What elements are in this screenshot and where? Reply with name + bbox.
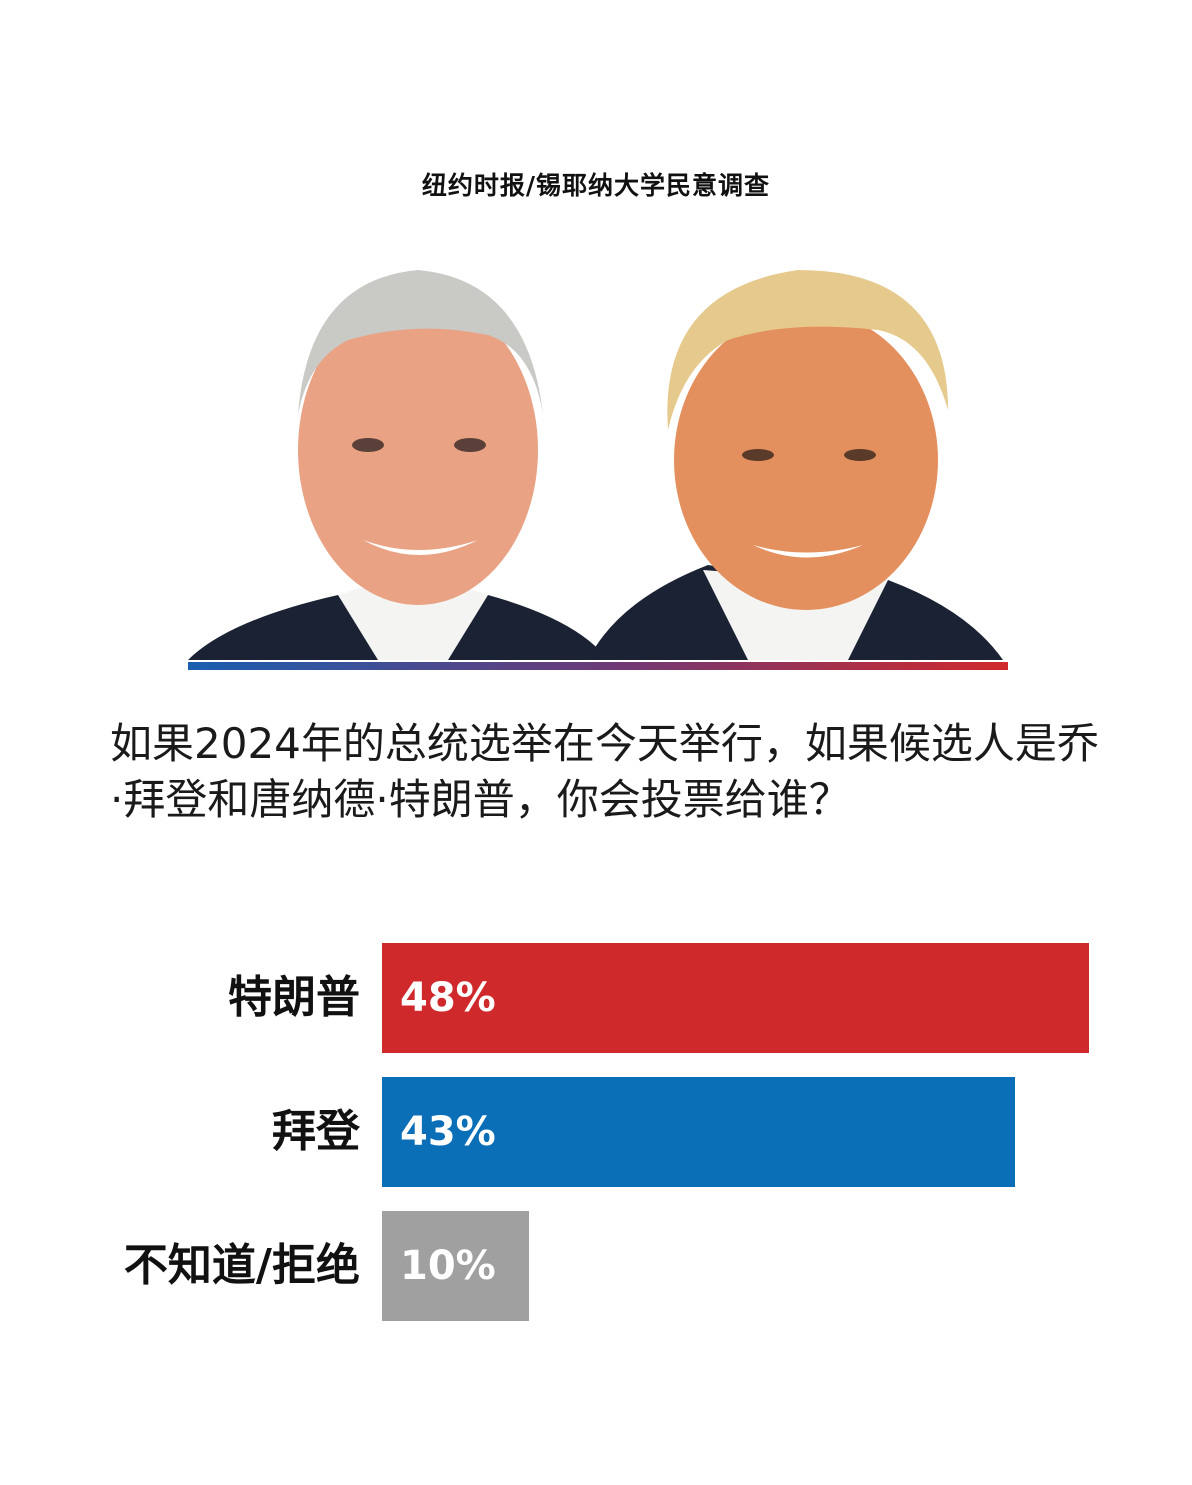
bar-row: 不知道/拒绝 10% (0, 1211, 1192, 1321)
bar-category-label: 拜登 (272, 1106, 360, 1157)
bar-value-label: 10% (400, 1243, 496, 1289)
bar-row: 拜登 43% (0, 1077, 1192, 1187)
bar-value-label: 48% (400, 975, 496, 1021)
bar (382, 943, 1089, 1053)
candidate-portraits-illustration (188, 270, 1008, 670)
bar (382, 1211, 529, 1321)
portrait-underline (188, 662, 1008, 670)
bar (382, 1077, 1015, 1187)
bar-value-label: 43% (400, 1109, 496, 1155)
left-portrait (188, 270, 608, 660)
bar-category-label: 特朗普 (228, 972, 360, 1023)
poll-source: 纽约时报/锡耶纳大学民意调查 (421, 171, 771, 200)
candidate-portraits (188, 240, 1008, 672)
bar-category-label: 不知道/拒绝 (123, 1240, 360, 1291)
bar-row: 特朗普 48% (0, 943, 1192, 1053)
right-portrait (588, 270, 1003, 660)
poll-question: 如果2024年的总统选举在今天举行，如果候选人是乔·拜登和唐纳德·特朗普，你会投… (110, 719, 1099, 824)
